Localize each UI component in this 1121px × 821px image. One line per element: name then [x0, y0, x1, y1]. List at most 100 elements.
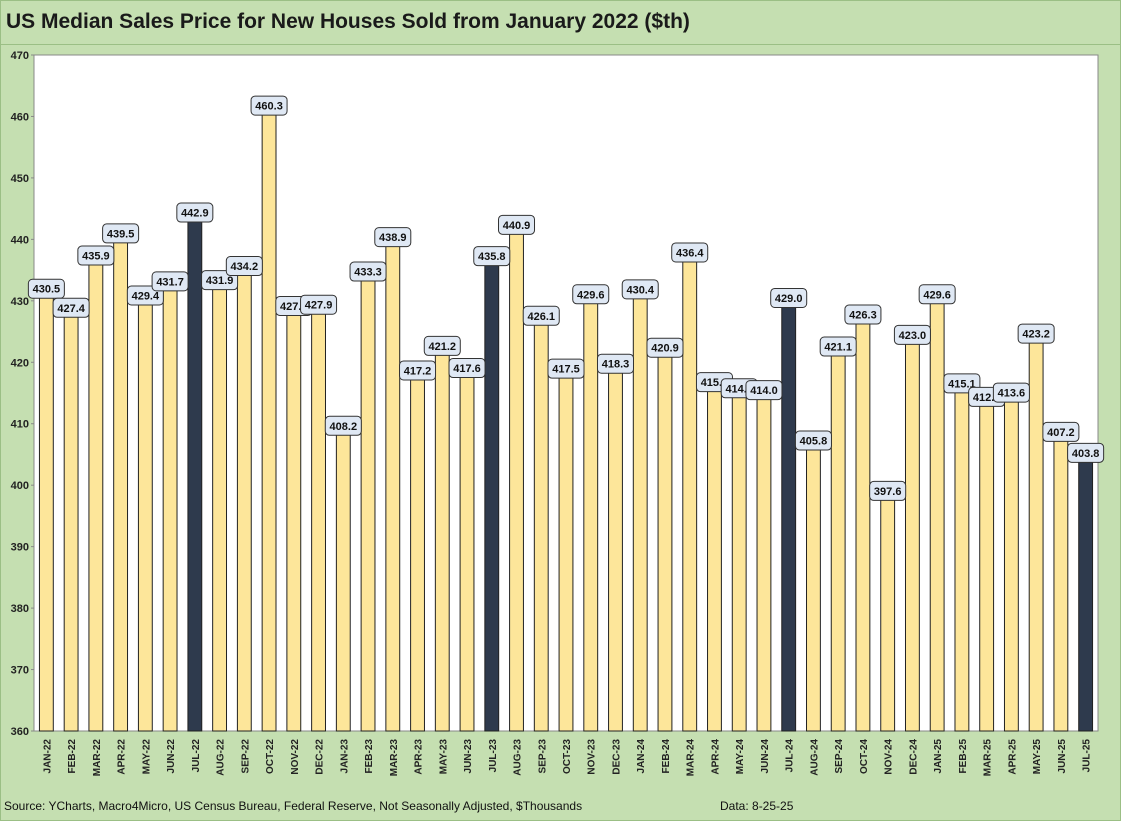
data-label-box: [1017, 323, 1055, 344]
data-label-box: [794, 430, 832, 451]
data-label-box: [52, 297, 90, 318]
data-label-text: 431.7: [156, 276, 184, 288]
data-label-box: [324, 415, 362, 436]
data-label-apr-23: 417.2: [399, 360, 437, 381]
bar-jun-24: [756, 398, 772, 732]
data-label-jun-22: 431.7: [151, 271, 189, 292]
data-label-nov-24: 397.6: [869, 480, 907, 501]
bar-may-25: [1028, 342, 1044, 732]
y-tick-label: 410: [11, 419, 29, 431]
title-divider: [0, 44, 1121, 45]
data-label-feb-23: 433.3: [349, 261, 387, 282]
y-tick-label: 420: [11, 357, 29, 369]
bar-chart: 360 370 380 390 400 410 420 430 440 450 460 470 430…: [11, 50, 1105, 777]
x-tick-label: FEB-25: [958, 739, 969, 774]
y-tick-label: 370: [11, 665, 29, 677]
bar-jun-25: [1053, 440, 1069, 732]
y-tick-label: 470: [11, 50, 29, 62]
data-label-text: 435.9: [82, 251, 110, 263]
bar-apr-23: [410, 378, 425, 732]
data-label-box: [448, 358, 486, 379]
data-label-text: 439.5: [107, 228, 135, 240]
data-label-text: 429.4: [132, 291, 160, 303]
data-label-text: 442.9: [181, 208, 209, 220]
x-tick-label: AUG-22: [216, 739, 227, 776]
data-label-box: [522, 305, 560, 326]
data-label-box: [151, 271, 189, 292]
data-label-text: 417.2: [404, 365, 432, 377]
data-label-jun-23: 417.6: [448, 358, 486, 379]
data-label-text: 440.9: [503, 220, 531, 232]
x-tick-label: MAY-23: [438, 739, 449, 775]
data-label-oct-24: 426.3: [844, 304, 882, 325]
data-label-jul-25: 403.8: [1067, 442, 1105, 463]
data-label-text: 435.8: [478, 251, 506, 263]
data-label-box: [176, 202, 214, 223]
data-label-sep-23: 426.1: [522, 305, 560, 326]
data-label-text: 429.0: [775, 293, 803, 305]
bar-apr-24: [707, 390, 722, 732]
data-label-mar-22: 435.9: [77, 245, 115, 266]
data-label-mar-23: 438.9: [374, 227, 412, 248]
y-tick-label: 380: [11, 603, 29, 615]
data-label-text: 460.3: [255, 101, 283, 113]
bar-dec-23: [608, 372, 623, 732]
x-tick-label: DEC-22: [315, 739, 326, 775]
x-tick-label: MAY-22: [141, 739, 152, 775]
x-tick-label: NOV-23: [587, 739, 598, 775]
data-label-box: [646, 337, 684, 358]
data-label-dec-22: 427.9: [300, 294, 338, 315]
data-label-text: 423.2: [1022, 329, 1050, 341]
bar-nov-23: [583, 302, 599, 732]
data-label-box: [1042, 421, 1080, 442]
bar-oct-23: [558, 377, 574, 732]
data-label-text: 421.2: [429, 341, 457, 353]
y-tick-label: 460: [11, 111, 29, 123]
data-label-box: [77, 245, 115, 266]
data-label-box: [869, 480, 907, 501]
data-label-oct-23: 417.5: [547, 358, 585, 379]
data-label-box: [596, 353, 634, 374]
data-label-box: [918, 284, 956, 305]
x-tick-label: FEB-23: [364, 739, 375, 774]
data-label-box: [225, 256, 263, 277]
bar-oct-24: [855, 323, 871, 732]
data-label-box: [250, 95, 288, 116]
data-label-jul-22: 442.9: [176, 202, 214, 223]
bar-mar-22: [88, 264, 104, 732]
x-tick-label: SEP-24: [834, 739, 845, 774]
data-label-aug-24: 405.8: [794, 430, 832, 451]
data-label-text: 421.1: [824, 342, 852, 354]
data-label-jan-23: 408.2: [324, 415, 362, 436]
y-tick-label: 390: [11, 542, 29, 554]
x-tick-label: JUL-22: [191, 739, 202, 773]
x-tick-label: MAR-25: [983, 739, 994, 777]
x-tick-label: MAY-24: [735, 739, 746, 775]
data-label-dec-23: 418.3: [596, 353, 634, 374]
data-label-text: 397.6: [874, 486, 902, 498]
data-date: Data: 8-25-25: [720, 799, 794, 813]
bar-may-22: [137, 304, 153, 732]
bar-jan-25: [929, 302, 945, 732]
data-label-jun-25: 407.2: [1042, 421, 1080, 442]
data-label-box: [745, 380, 783, 401]
data-label-text: 407.2: [1047, 427, 1075, 439]
data-label-box: [498, 214, 536, 235]
data-label-text: 433.3: [354, 267, 382, 279]
x-tick-label: JAN-25: [933, 739, 944, 774]
data-label-box: [992, 382, 1030, 403]
bar-sep-22: [236, 274, 252, 732]
x-tick-label: JUL-23: [488, 739, 499, 773]
data-label-box: [844, 304, 882, 325]
data-label-box: [671, 242, 709, 263]
bar-jan-23: [335, 434, 351, 732]
x-tick-label: JUL-24: [785, 739, 796, 773]
bar-mar-24: [682, 260, 698, 732]
data-label-aug-23: 440.9: [498, 214, 536, 235]
x-tick-label: NOV-22: [290, 739, 301, 775]
x-tick-label: APR-24: [710, 739, 721, 775]
bar-sep-24: [830, 355, 846, 732]
bar-aug-22: [212, 288, 228, 732]
data-label-box: [770, 287, 808, 308]
data-label-text: 414.0: [750, 385, 778, 397]
